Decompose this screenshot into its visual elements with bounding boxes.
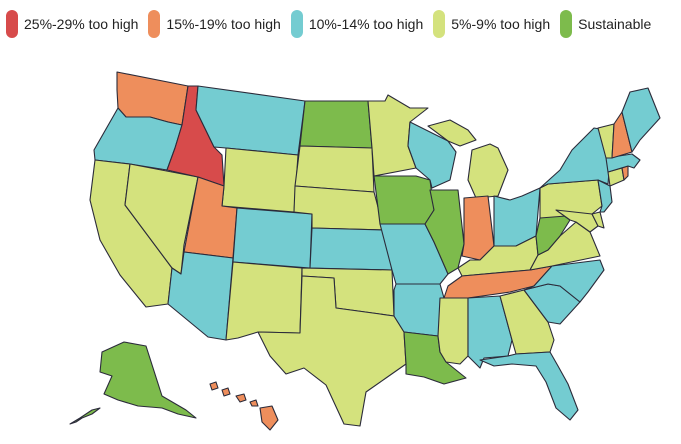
state-wi[interactable] <box>407 121 457 189</box>
legend-item-10-14: 10%-14% too high <box>290 10 424 38</box>
state-mt[interactable] <box>195 85 306 156</box>
legend-label-10-14: 10%-14% too high <box>308 16 424 32</box>
state-ma[interactable] <box>605 153 641 173</box>
legend-label-sustainable: Sustainable <box>578 16 652 32</box>
state-ar[interactable] <box>393 283 445 337</box>
state-me[interactable] <box>621 87 661 153</box>
legend-item-25-29: 25%-29% too high <box>6 10 138 38</box>
state-nm[interactable] <box>225 261 303 341</box>
state-de[interactable] <box>591 211 605 229</box>
state-ny[interactable] <box>539 127 611 189</box>
state-co[interactable] <box>232 207 313 269</box>
legend-label-15-19: 15%-19% too high <box>166 16 281 32</box>
state-hi[interactable] <box>209 381 279 431</box>
legend-item-15-19: 15%-19% too high <box>148 10 281 38</box>
state-ia[interactable] <box>373 175 435 225</box>
legend-swatch-10-14 <box>290 10 303 38</box>
legend-item-5-9: 5%-9% too high <box>433 10 550 38</box>
legend-swatch-25-29 <box>6 10 18 38</box>
state-wy[interactable] <box>221 147 299 213</box>
legend-item-sustainable: Sustainable <box>560 10 651 38</box>
state-ks[interactable] <box>309 227 393 271</box>
state-nc[interactable] <box>523 259 605 303</box>
state-ms[interactable] <box>437 297 469 365</box>
legend: 25%-29% too high 15%-19% too high 10%-14… <box>6 8 661 40</box>
state-sd[interactable] <box>294 145 375 193</box>
legend-swatch-sustainable <box>560 10 573 38</box>
state-ak[interactable] <box>69 341 197 425</box>
state-mi[interactable] <box>427 119 509 199</box>
state-nd[interactable] <box>299 100 373 149</box>
state-il[interactable] <box>424 189 465 275</box>
legend-label-5-9: 5%-9% too high <box>451 16 551 32</box>
state-tx[interactable] <box>257 275 407 427</box>
state-fl[interactable] <box>479 351 579 421</box>
legend-swatch-5-9 <box>433 10 446 38</box>
legend-label-25-29: 25%-29% too high <box>24 16 139 32</box>
legend-swatch-15-19 <box>148 10 161 38</box>
